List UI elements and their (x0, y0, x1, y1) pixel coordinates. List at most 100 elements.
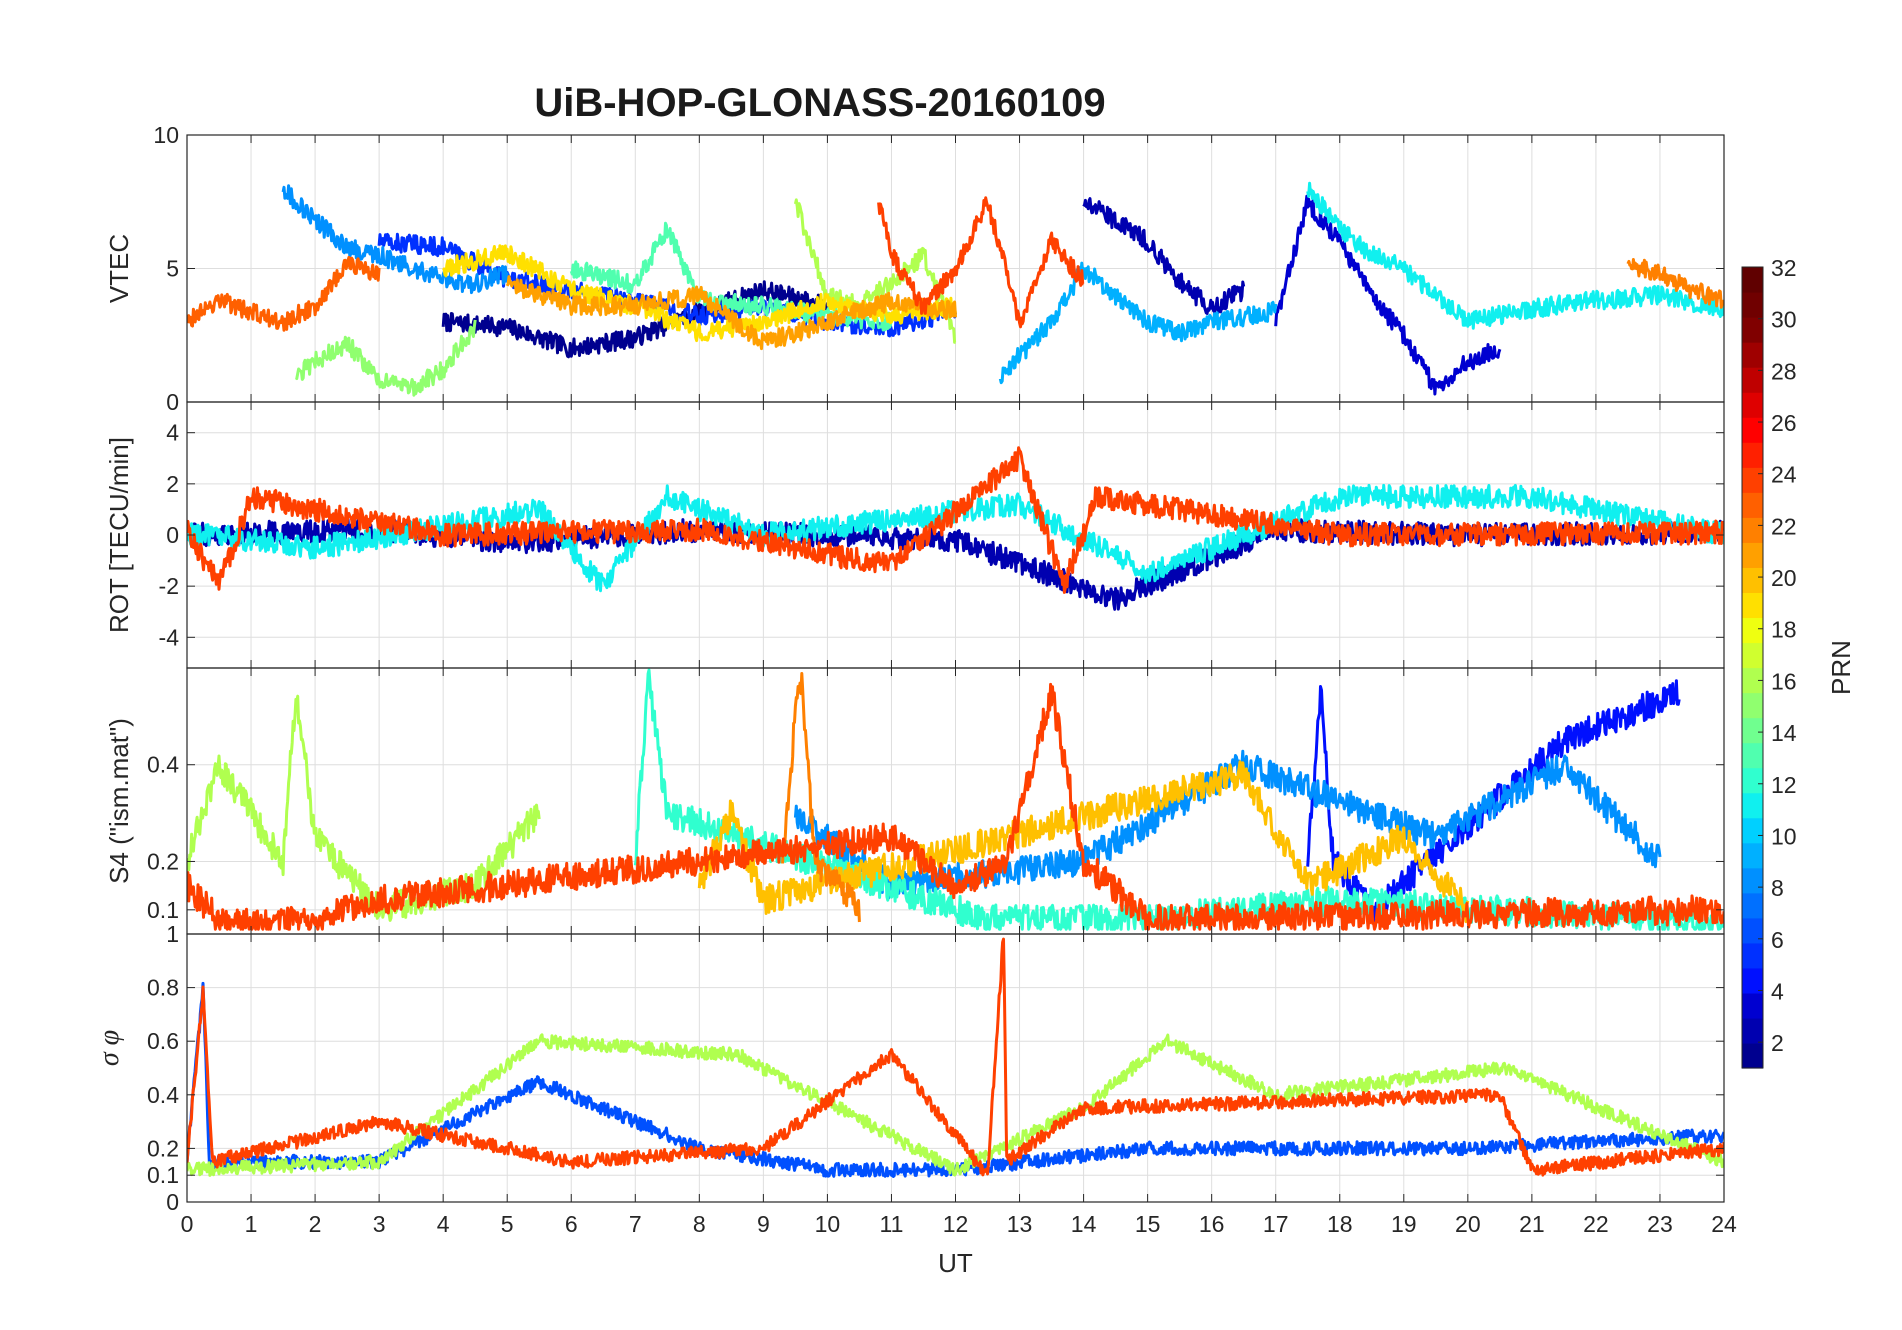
x-tick-label: 10 (815, 1211, 841, 1237)
series-line-prn-24 (187, 446, 1724, 594)
panel-sigma: 00.10.20.40.60.81σ φ0 1 2 3 4 5 6 7 8 9 10 11 12 13 14… (94, 921, 1737, 1278)
series-group (187, 668, 1724, 931)
series-line-prn-15 (294, 319, 477, 397)
colorbar-swatch (1742, 267, 1763, 293)
y-tick-label: -2 (159, 573, 179, 599)
x-tick-label: 17 (1263, 1211, 1289, 1237)
series-line-prn-24 (187, 937, 1724, 1177)
series-line-prn-23 (187, 255, 381, 332)
series-line-prn-22 (1626, 258, 1724, 309)
colorbar-swatch (1742, 317, 1763, 343)
colorbar-swatch (1742, 742, 1763, 769)
x-tick-label: 24 (1711, 1211, 1737, 1237)
y-tick-label: 2 (166, 471, 179, 497)
y-tick-label: 0.1 (147, 897, 179, 923)
series-line-prn-22 (781, 672, 861, 923)
series-line-prn-21 (505, 275, 957, 351)
colorbar-label: PRN (1826, 640, 1856, 695)
y-tick-label: 5 (166, 256, 179, 282)
x-tick-label: 11 (880, 1211, 904, 1237)
x-tick-label: 9 (757, 1211, 770, 1237)
x-tick-label: 15 (1135, 1211, 1161, 1237)
series-line-prn-2 (1082, 197, 1246, 315)
series-line-prn-16 (187, 694, 541, 922)
y-tick-label: 0.8 (147, 975, 179, 1001)
series-line-prn-11 (1306, 181, 1724, 330)
colorbar-swatch (1742, 517, 1763, 543)
series-group (187, 446, 1724, 611)
colorbar-swatch (1742, 717, 1763, 744)
colorbar-swatch (1742, 942, 1763, 969)
colorbar-swatch (1742, 542, 1763, 568)
x-tick-label: 23 (1647, 1211, 1673, 1237)
x-tick-label: 18 (1327, 1211, 1353, 1237)
x-tick-label: 22 (1583, 1211, 1609, 1237)
colorbar-tick-label: 24 (1771, 462, 1797, 488)
series-line-prn-8 (281, 184, 509, 295)
x-tick-label: 2 (309, 1211, 322, 1237)
colorbar-swatch (1742, 467, 1763, 493)
x-tick-label: 0 (181, 1211, 194, 1237)
colorbar-tick-label: 26 (1771, 410, 1797, 436)
panel-rot: -4 -2 0 2 4 ROT [TECU/min] (104, 401, 1725, 669)
colorbar-tick-label: 12 (1771, 772, 1797, 798)
y-tick-label: 0.6 (147, 1028, 179, 1054)
colorbar-tick-label: 28 (1771, 358, 1797, 384)
colorbar-swatch (1742, 867, 1763, 894)
colorbar-swatch (1742, 842, 1763, 869)
y-tick-label: 0.2 (147, 1135, 179, 1161)
colorbar-tick-label: 4 (1771, 978, 1784, 1004)
colorbar-swatch (1742, 917, 1763, 944)
x-axis-label: UT (938, 1248, 973, 1278)
y-tick-label: 10 (153, 122, 179, 148)
chart-title: UiB-HOP-GLONASS-20160109 (534, 81, 1105, 125)
panel-vtec: 0 5 10 VTEC (104, 122, 1725, 415)
colorbar-swatch (1742, 1042, 1763, 1069)
colorbar-tick-label: 32 (1771, 255, 1797, 281)
colorbar-swatch (1742, 667, 1763, 694)
colorbar-swatch (1742, 367, 1763, 393)
colorbar-swatch (1742, 767, 1763, 794)
x-tick-label: 12 (943, 1211, 969, 1237)
colorbar-tick-label: 16 (1771, 668, 1797, 694)
colorbar-swatch (1742, 642, 1763, 669)
colorbar-swatch (1742, 892, 1763, 919)
colorbar-tick-label: 20 (1771, 565, 1797, 591)
x-tick-label: 16 (1199, 1211, 1225, 1237)
colorbar-swatch (1742, 967, 1763, 994)
series-line-prn-9 (998, 261, 1278, 385)
y-tick-label: 0.2 (147, 848, 179, 874)
series-line-prn-1 (441, 280, 829, 359)
series-line-prn-3 (1274, 194, 1502, 396)
x-tick-label: 8 (693, 1211, 706, 1237)
colorbar-swatch (1742, 792, 1763, 819)
colorbar-tick-label: 10 (1771, 823, 1797, 849)
y-tick-label: 0.4 (147, 752, 179, 778)
colorbar-tick-label: 30 (1771, 307, 1797, 333)
x-tick-label: 14 (1071, 1211, 1097, 1237)
y-tick-label: 0 (166, 522, 179, 548)
y-tick-label: 0.4 (147, 1082, 179, 1108)
colorbar-swatch (1742, 417, 1763, 443)
colorbar-tick-label: 6 (1771, 927, 1784, 953)
colorbar-swatch (1742, 292, 1763, 318)
series-group (187, 937, 1724, 1178)
colorbar-swatch (1742, 492, 1763, 518)
y-tick-label: 0.1 (147, 1162, 179, 1188)
y-tick-label: 0 (166, 1189, 179, 1215)
y-axis-label: σ φ (94, 1030, 125, 1066)
colorbar-swatch (1742, 342, 1763, 368)
colorbar-swatch (1742, 392, 1763, 418)
series-group (187, 181, 1724, 397)
colorbar-swatch (1742, 592, 1763, 619)
y-axis-label: ROT [TECU/min] (104, 437, 134, 633)
colorbar-swatch (1742, 817, 1763, 844)
colorbar-swatch (1742, 692, 1763, 719)
colorbar-swatch (1742, 1017, 1763, 1044)
x-tick-label: 13 (1007, 1211, 1033, 1237)
colorbar-swatch (1742, 617, 1763, 644)
colorbar-swatch (1742, 992, 1763, 1019)
y-axis-label: S4 ("ism.mat") (104, 718, 134, 884)
